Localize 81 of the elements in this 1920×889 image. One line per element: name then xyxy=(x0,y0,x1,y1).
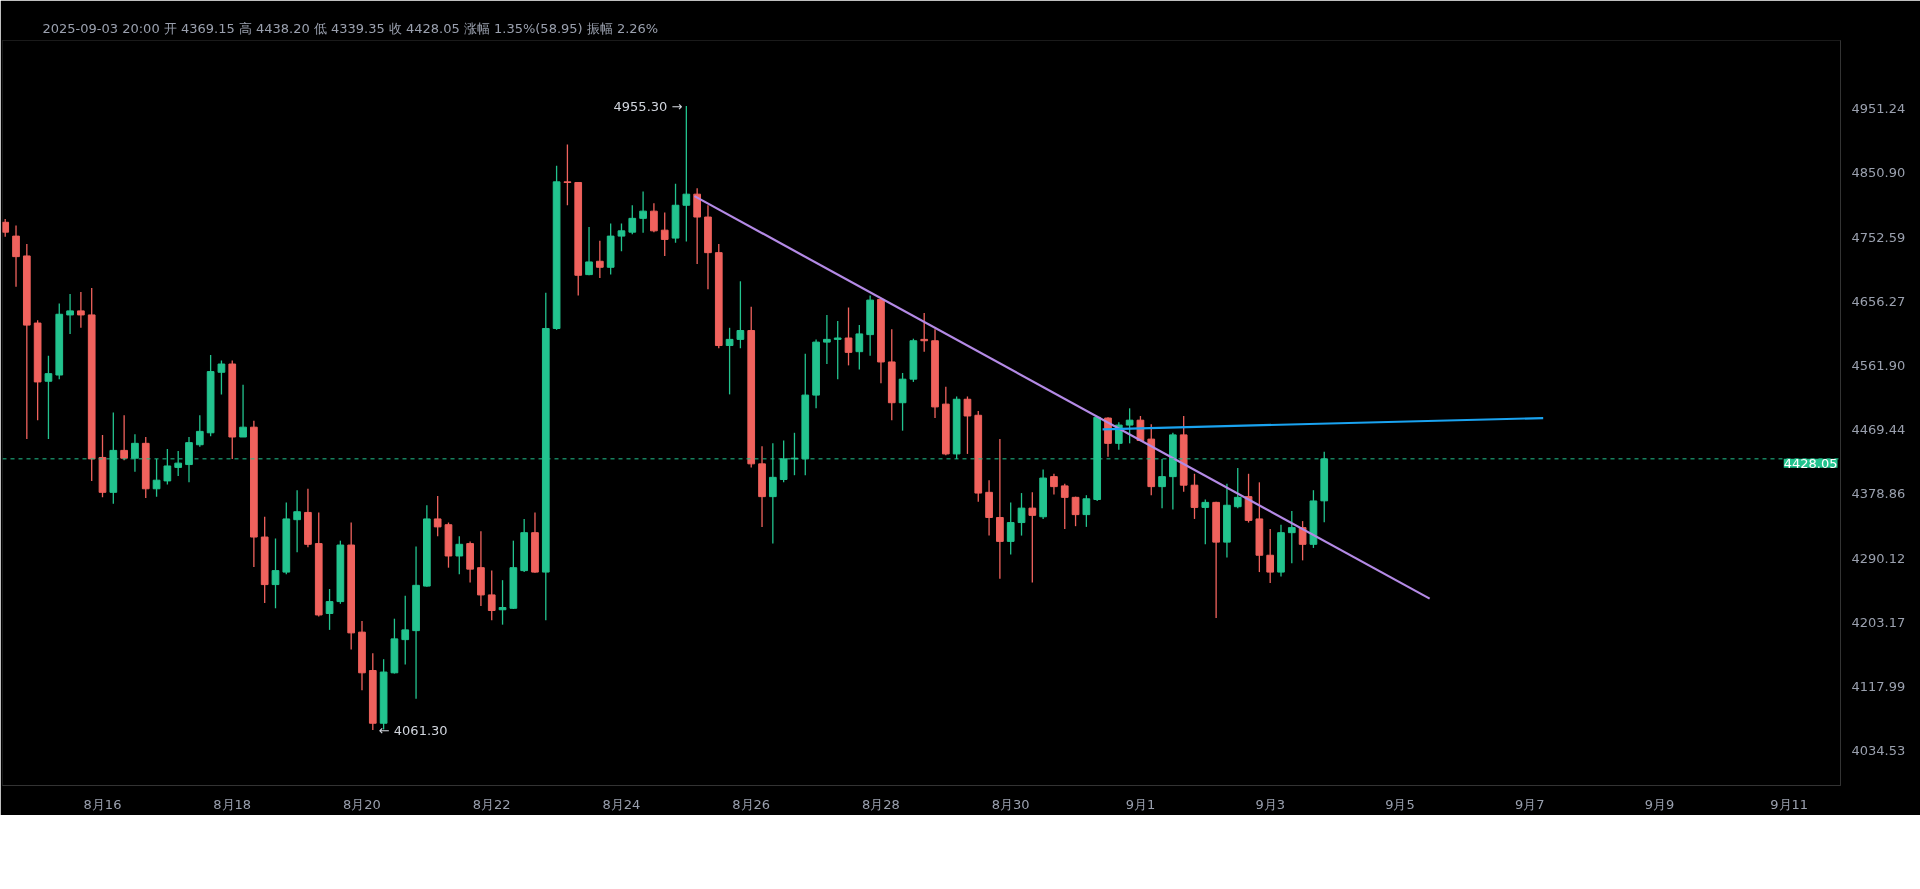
candlestick xyxy=(44,355,53,440)
candlestick xyxy=(563,143,572,206)
candlestick xyxy=(963,395,972,455)
candlestick xyxy=(1017,492,1026,537)
candlestick xyxy=(1244,473,1253,524)
candlestick xyxy=(433,495,442,537)
candlestick xyxy=(1266,528,1275,584)
candlestick xyxy=(1071,495,1080,527)
candlestick xyxy=(833,320,842,380)
candlestick xyxy=(325,588,334,631)
candlestick xyxy=(487,569,496,621)
x-tick-label: 8月18 xyxy=(213,796,252,812)
x-tick-label: 8月20 xyxy=(343,796,381,812)
candlestick xyxy=(195,414,204,448)
candlestick xyxy=(1050,473,1058,496)
x-tick-label: 9月1 xyxy=(1125,796,1156,812)
x-tick-label: 8月22 xyxy=(472,796,511,812)
candlestick xyxy=(1082,494,1091,528)
x-tick-label: 9月9 xyxy=(1644,796,1675,812)
candlestick xyxy=(855,324,864,371)
candlestick xyxy=(1298,520,1307,562)
x-tick-label: 8月16 xyxy=(83,796,122,812)
y-tick-label: 4951.24 xyxy=(1851,101,1906,117)
y-tick-label: 4850.90 xyxy=(1851,165,1906,181)
candlestick xyxy=(725,327,734,396)
candlestick xyxy=(596,240,604,279)
candlestick xyxy=(239,384,247,438)
candlestick xyxy=(920,312,929,353)
x-tick-label: 9月11 xyxy=(1770,796,1809,812)
candlestick xyxy=(455,535,464,575)
candlestick xyxy=(1158,458,1166,509)
candlestick xyxy=(650,202,658,233)
candlestick xyxy=(823,314,831,365)
candlestick xyxy=(77,291,85,329)
candlestick xyxy=(1190,473,1199,520)
candlestick xyxy=(12,224,20,288)
x-tick-label: 9月3 xyxy=(1255,796,1285,812)
candlestick xyxy=(1201,498,1210,545)
candlestick xyxy=(628,204,637,235)
candlestick xyxy=(1287,510,1296,564)
candlestick xyxy=(585,226,593,276)
candlestick xyxy=(617,222,626,252)
x-tick-label: 8月30 xyxy=(991,796,1030,812)
candlestick xyxy=(639,190,647,234)
candlestick xyxy=(271,537,280,609)
candlestick xyxy=(844,306,853,367)
candlestick xyxy=(1006,501,1015,556)
x-tick-label: 8月26 xyxy=(732,796,771,812)
candlestick xyxy=(736,280,745,349)
y-tick-label: 4290.12 xyxy=(1851,550,1906,566)
candlestick xyxy=(1125,407,1134,444)
y-tick-label: 4469.44 xyxy=(1851,422,1906,438)
candlestick xyxy=(682,105,691,243)
y-tick-label: 4034.53 xyxy=(1851,743,1906,759)
y-tick-label: 4752.59 xyxy=(1851,229,1906,245)
candlestick xyxy=(1233,467,1242,509)
y-tick-label: 4378.86 xyxy=(1851,486,1906,502)
candlestick xyxy=(401,595,410,666)
candlestick xyxy=(996,438,1004,580)
candlestick xyxy=(660,211,669,257)
candlestick xyxy=(217,359,226,396)
y-tick-label: 4203.17 xyxy=(1851,614,1906,630)
annotation: 4955.30 → xyxy=(613,99,683,115)
x-tick-label: 8月28 xyxy=(862,796,900,812)
candlestick xyxy=(66,293,74,335)
x-tick-label: 8月24 xyxy=(602,796,641,812)
candlestick xyxy=(120,414,128,461)
ref-line-label: 4428.05 xyxy=(1783,455,1838,471)
y-tick-label: 4561.90 xyxy=(1851,357,1906,373)
candlestick xyxy=(898,372,907,432)
candlestick xyxy=(1060,483,1069,530)
chart-title: 2025-09-03 20:00 开 4369.15 高 4438.20 低 4339.35 收 4428.05 涨幅 1.35%(58.95) 振幅 2.26% xyxy=(42,20,659,36)
candlestick xyxy=(293,489,301,553)
y-tick-label: 4656.27 xyxy=(1851,293,1906,309)
candlestick xyxy=(498,579,507,626)
candlestick xyxy=(693,187,702,265)
y-tick-label: 4117.99 xyxy=(1851,678,1906,694)
x-tick-label: 9月5 xyxy=(1385,796,1415,812)
candlestick xyxy=(1028,491,1037,584)
annotation: ← 4061.30 xyxy=(378,722,448,738)
x-tick-label: 9月7 xyxy=(1514,796,1545,812)
